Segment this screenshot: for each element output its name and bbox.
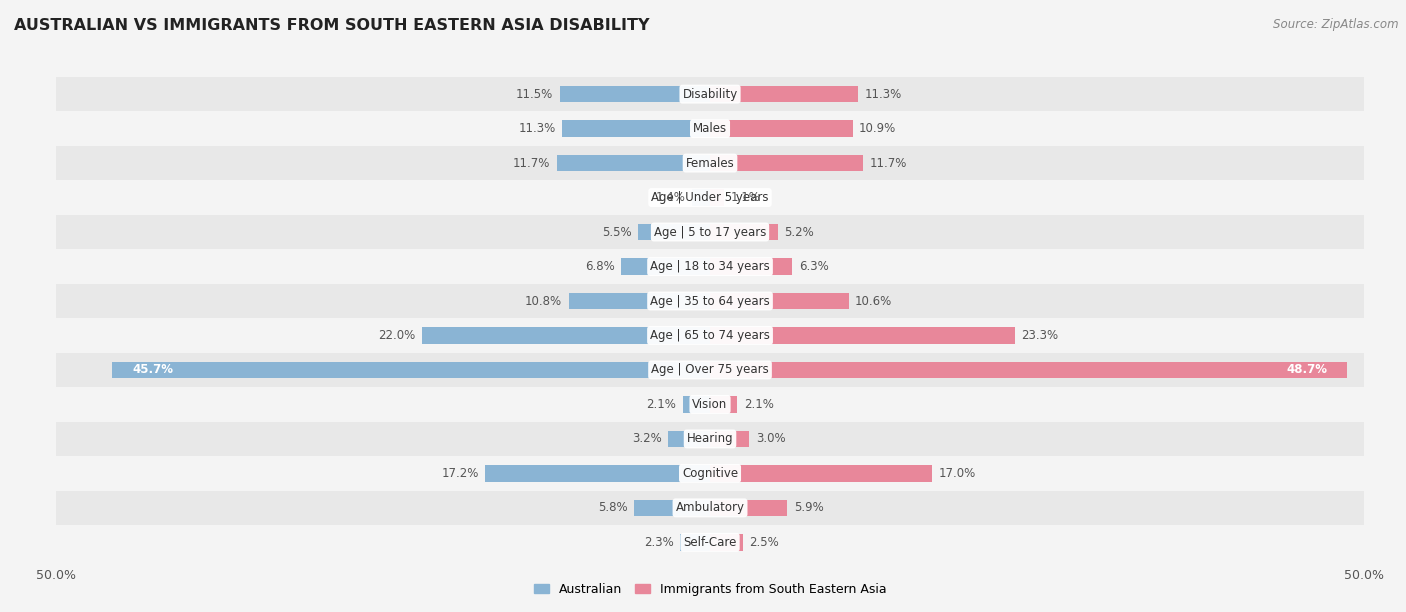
- Text: Hearing: Hearing: [686, 433, 734, 446]
- Text: 5.2%: 5.2%: [785, 226, 814, 239]
- Text: Males: Males: [693, 122, 727, 135]
- Bar: [634, 499, 710, 516]
- Text: 10.9%: 10.9%: [859, 122, 897, 135]
- Bar: [710, 431, 749, 447]
- Text: Age | Under 5 years: Age | Under 5 years: [651, 191, 769, 204]
- Text: 5.9%: 5.9%: [794, 501, 824, 514]
- Bar: [710, 258, 793, 275]
- Bar: [710, 362, 1347, 378]
- Text: 11.7%: 11.7%: [869, 157, 907, 170]
- Text: 2.1%: 2.1%: [647, 398, 676, 411]
- Bar: [56, 284, 1364, 318]
- Bar: [710, 465, 932, 482]
- Text: 10.8%: 10.8%: [526, 294, 562, 307]
- Bar: [569, 293, 710, 309]
- Text: 11.7%: 11.7%: [513, 157, 551, 170]
- Text: 11.5%: 11.5%: [516, 88, 553, 100]
- Text: 2.1%: 2.1%: [744, 398, 773, 411]
- Text: 17.2%: 17.2%: [441, 467, 478, 480]
- Bar: [56, 353, 1364, 387]
- Text: 6.8%: 6.8%: [585, 260, 614, 273]
- Bar: [710, 293, 849, 309]
- Text: 5.8%: 5.8%: [598, 501, 627, 514]
- Text: 3.0%: 3.0%: [756, 433, 786, 446]
- Bar: [56, 77, 1364, 111]
- Text: 6.3%: 6.3%: [799, 260, 828, 273]
- Text: Age | 5 to 17 years: Age | 5 to 17 years: [654, 226, 766, 239]
- Text: Ambulatory: Ambulatory: [675, 501, 745, 514]
- Bar: [56, 422, 1364, 456]
- Bar: [56, 387, 1364, 422]
- Bar: [56, 146, 1364, 181]
- Bar: [710, 121, 852, 137]
- Text: 11.3%: 11.3%: [519, 122, 555, 135]
- Bar: [422, 327, 710, 344]
- Text: Cognitive: Cognitive: [682, 467, 738, 480]
- Text: 11.3%: 11.3%: [865, 88, 901, 100]
- Text: Age | 65 to 74 years: Age | 65 to 74 years: [650, 329, 770, 342]
- Bar: [485, 465, 710, 482]
- Bar: [56, 318, 1364, 353]
- Text: 1.1%: 1.1%: [731, 191, 761, 204]
- Text: 45.7%: 45.7%: [132, 364, 173, 376]
- Text: Age | 18 to 34 years: Age | 18 to 34 years: [650, 260, 770, 273]
- Bar: [638, 224, 710, 241]
- Bar: [562, 121, 710, 137]
- Bar: [621, 258, 710, 275]
- Bar: [56, 491, 1364, 525]
- Text: Females: Females: [686, 157, 734, 170]
- Bar: [710, 224, 778, 241]
- Text: Vision: Vision: [692, 398, 728, 411]
- Text: Disability: Disability: [682, 88, 738, 100]
- Text: 2.3%: 2.3%: [644, 536, 673, 549]
- Text: 3.2%: 3.2%: [631, 433, 662, 446]
- Bar: [56, 525, 1364, 559]
- Bar: [682, 396, 710, 412]
- Text: 10.6%: 10.6%: [855, 294, 893, 307]
- Text: 1.4%: 1.4%: [655, 191, 685, 204]
- Bar: [668, 431, 710, 447]
- Bar: [560, 86, 710, 102]
- Bar: [56, 111, 1364, 146]
- Text: Source: ZipAtlas.com: Source: ZipAtlas.com: [1274, 18, 1399, 31]
- Bar: [56, 215, 1364, 249]
- Bar: [56, 456, 1364, 491]
- Bar: [681, 534, 710, 551]
- Text: 17.0%: 17.0%: [939, 467, 976, 480]
- Bar: [710, 155, 863, 171]
- Text: Self-Care: Self-Care: [683, 536, 737, 549]
- Bar: [710, 499, 787, 516]
- Text: 2.5%: 2.5%: [749, 536, 779, 549]
- Bar: [557, 155, 710, 171]
- Text: 48.7%: 48.7%: [1286, 364, 1327, 376]
- Bar: [710, 327, 1015, 344]
- Text: 23.3%: 23.3%: [1021, 329, 1059, 342]
- Text: Age | Over 75 years: Age | Over 75 years: [651, 364, 769, 376]
- Bar: [710, 396, 738, 412]
- Bar: [710, 86, 858, 102]
- Text: 5.5%: 5.5%: [602, 226, 631, 239]
- Bar: [692, 189, 710, 206]
- Bar: [112, 362, 710, 378]
- Bar: [710, 189, 724, 206]
- Bar: [56, 249, 1364, 284]
- Text: 22.0%: 22.0%: [378, 329, 416, 342]
- Bar: [56, 181, 1364, 215]
- Text: AUSTRALIAN VS IMMIGRANTS FROM SOUTH EASTERN ASIA DISABILITY: AUSTRALIAN VS IMMIGRANTS FROM SOUTH EAST…: [14, 18, 650, 34]
- Legend: Australian, Immigrants from South Eastern Asia: Australian, Immigrants from South Easter…: [529, 578, 891, 601]
- Text: Age | 35 to 64 years: Age | 35 to 64 years: [650, 294, 770, 307]
- Bar: [710, 534, 742, 551]
